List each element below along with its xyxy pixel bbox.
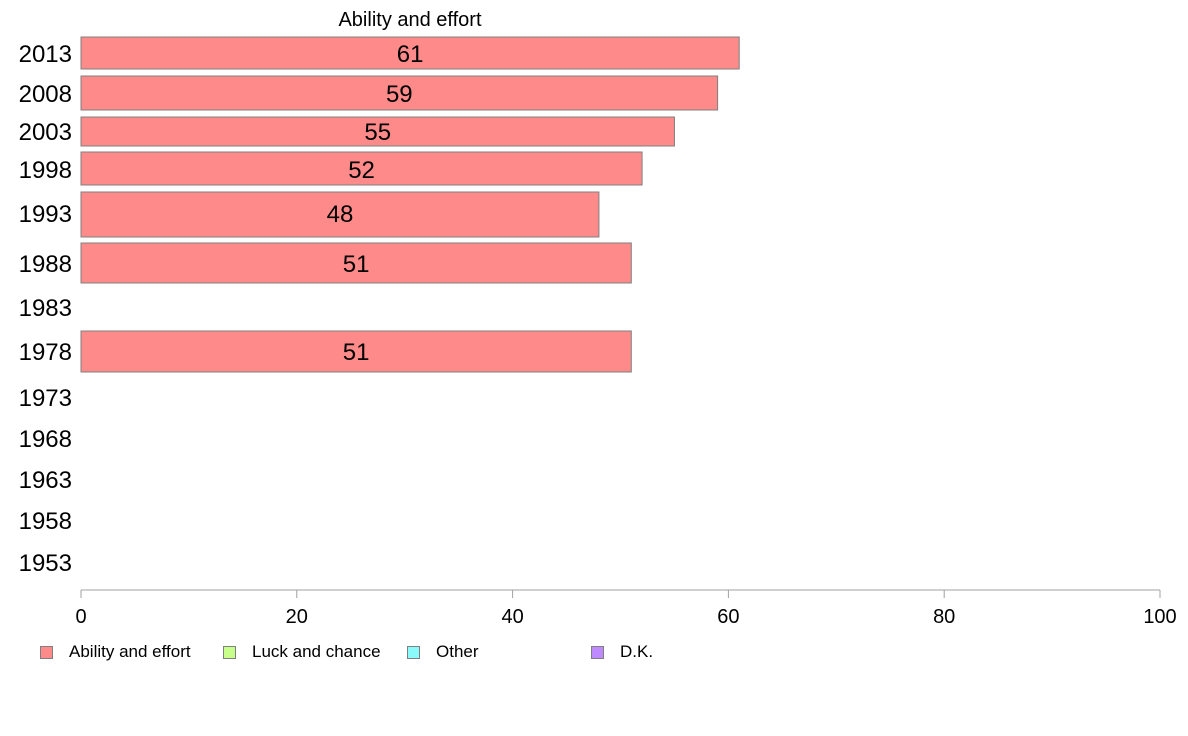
bar <box>80 330 632 373</box>
legend-label: D.K. <box>620 642 654 661</box>
data-label: 51 <box>343 251 370 278</box>
y-tick-label: 1978 <box>19 339 72 366</box>
legend-label: Luck and chance <box>252 642 381 661</box>
x-tick-label: 40 <box>501 606 523 628</box>
bar <box>80 36 740 70</box>
bar <box>80 242 632 284</box>
y-tick-label: 2008 <box>19 81 72 108</box>
y-tick-label: 1983 <box>19 295 72 322</box>
legend-item-ability-and-effort: Ability and effort <box>40 642 191 662</box>
data-label: 61 <box>397 41 424 68</box>
legend-swatch <box>407 645 420 659</box>
y-tick-label: 1968 <box>19 426 72 453</box>
data-label: 59 <box>386 81 413 108</box>
chart-title: Ability and effort <box>338 9 481 31</box>
legend-label: Other <box>436 642 479 661</box>
bar <box>80 191 600 238</box>
y-tick-label: 2003 <box>19 119 72 146</box>
x-tick-label: 100 <box>1143 606 1176 628</box>
legend: Ability and effort Luck and chance Other… <box>40 642 1180 664</box>
bar <box>80 151 643 186</box>
x-tick-label: 20 <box>286 606 308 628</box>
y-tick-label: 2013 <box>19 41 72 68</box>
legend-swatch <box>40 645 53 659</box>
y-axis-labels: 2013 2008 2003 1998 1993 1988 1983 1978 1973 1968… <box>19 41 72 577</box>
bar <box>80 75 719 111</box>
data-label: 55 <box>364 119 391 146</box>
y-tick-label: 1998 <box>19 157 72 184</box>
x-tick-label: 0 <box>75 606 86 628</box>
legend-item-other: Other <box>407 642 479 662</box>
y-tick-label: 1973 <box>19 385 72 412</box>
x-tick-label: 80 <box>933 606 955 628</box>
y-tick-label: 1953 <box>19 550 72 577</box>
legend-item-luck-and-chance: Luck and chance <box>223 642 381 662</box>
x-tick-label: 60 <box>717 606 739 628</box>
legend-swatch <box>223 645 236 659</box>
y-tick-label: 1988 <box>19 251 72 278</box>
legend-item-dk: D.K. <box>591 642 653 662</box>
y-tick-label: 1958 <box>19 508 72 535</box>
data-label: 48 <box>327 201 354 228</box>
legend-swatch <box>591 645 604 659</box>
bars-group: 61 59 55 52 48 51 51 <box>80 36 740 373</box>
y-tick-label: 1963 <box>19 467 72 494</box>
data-label: 51 <box>343 339 370 366</box>
x-axis: 0 20 40 60 80 100 <box>75 589 1177 628</box>
bar <box>80 116 675 147</box>
y-tick-label: 1993 <box>19 201 72 228</box>
data-label: 52 <box>348 157 375 184</box>
legend-label: Ability and effort <box>69 642 191 661</box>
